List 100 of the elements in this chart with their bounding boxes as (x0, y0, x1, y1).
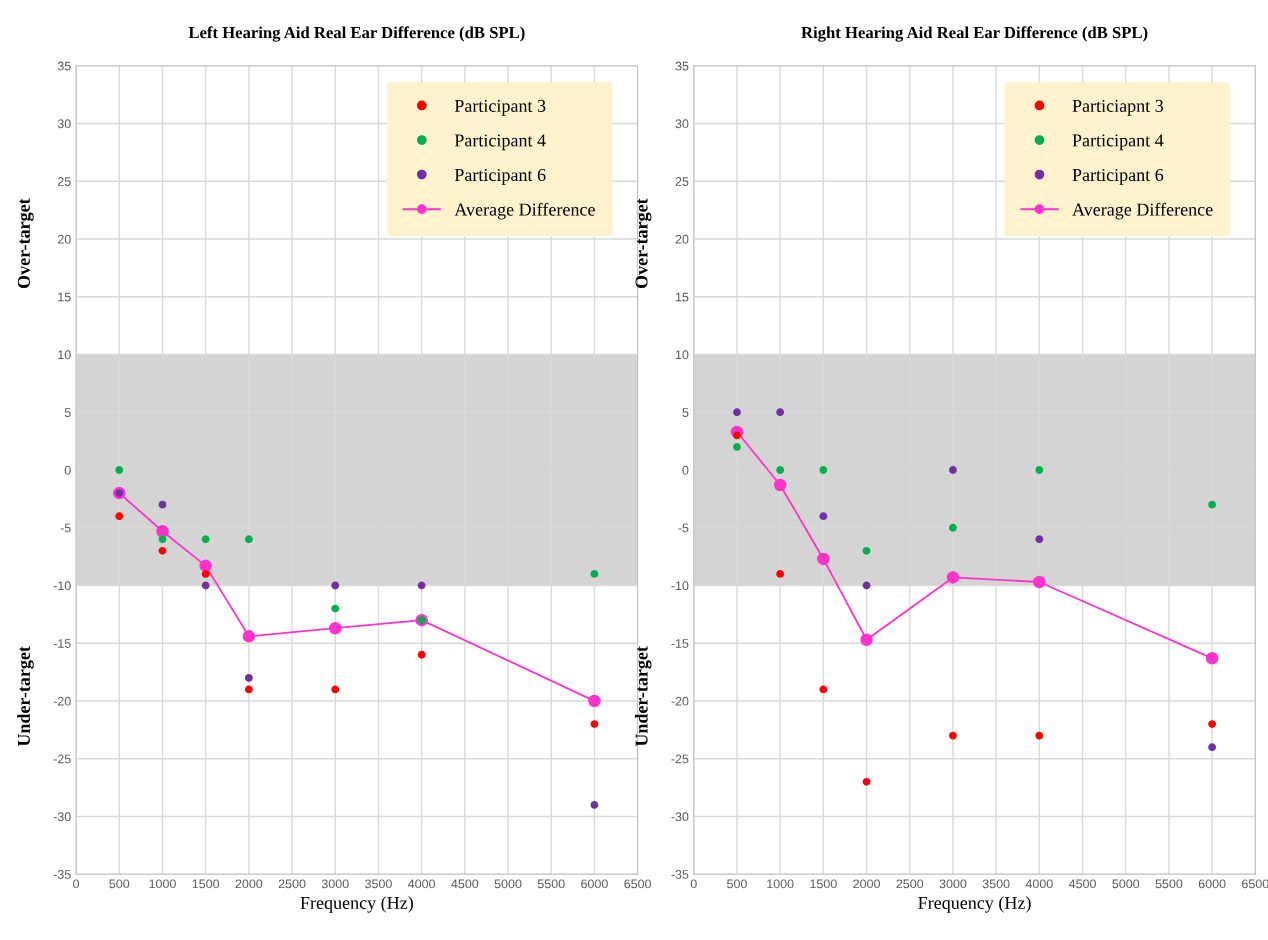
x-tick-label: 500 (727, 879, 747, 889)
annotation: Over-target (635, 198, 652, 289)
y-tick-label: 10 (675, 350, 689, 360)
y-tick-label: 35 (675, 61, 689, 71)
x-tick-label: 4500 (451, 879, 479, 889)
point (329, 621, 342, 635)
x-tick-label: 3500 (982, 879, 1010, 889)
x-tick-label: 6000 (581, 879, 608, 889)
point (201, 535, 210, 544)
point (590, 570, 599, 578)
point (776, 466, 785, 474)
point (1205, 651, 1219, 665)
point (331, 604, 340, 613)
x-tick-label: 3500 (365, 879, 392, 889)
y-tick-label: 20 (675, 234, 689, 244)
point (115, 466, 124, 474)
x-tick-label: 5000 (494, 879, 522, 889)
y-tick-label: -30 (671, 812, 689, 822)
point (1033, 575, 1046, 589)
x-tick-label: 5000 (1112, 879, 1140, 889)
y-tick-label: -25 (53, 754, 71, 764)
legend-label: Participant 3 (454, 99, 546, 116)
x-axis-title: Frequency (Hz) (300, 896, 413, 913)
point (817, 552, 830, 566)
y-tick-label: 30 (57, 119, 71, 129)
point (862, 581, 871, 590)
x-tick-label: 1000 (149, 879, 176, 889)
point (158, 546, 167, 555)
x-tick-label: 5500 (1155, 879, 1183, 889)
y-tick-label: -35 (53, 870, 71, 879)
point (242, 630, 256, 643)
point (776, 408, 785, 417)
point (1208, 743, 1217, 752)
legend-label: Participant 4 (454, 134, 546, 151)
x-tick-label: 0 (690, 879, 697, 889)
point (244, 535, 253, 544)
x-tick-label: 3000 (939, 879, 967, 889)
x-tick-label: 6000 (1198, 879, 1226, 889)
x-axis-title: Frequency (Hz) (918, 896, 1031, 913)
chart-title: Left Hearing Aid Real Ear Difference (dB SPL) (188, 26, 525, 42)
y-tick-label: 25 (57, 177, 71, 186)
y-tick-label: -15 (671, 639, 689, 648)
x-tick-label: 500 (109, 879, 130, 889)
y-tick-label: -20 (53, 696, 71, 706)
point (158, 500, 167, 509)
y-tick-label: -5 (60, 523, 71, 533)
x-tick-label: 4000 (1025, 879, 1053, 889)
y-tick-label: -15 (53, 639, 71, 648)
point (201, 570, 210, 578)
point (862, 777, 871, 786)
y-tick-label: 5 (64, 408, 71, 417)
point (417, 650, 426, 659)
y-tick-label: -10 (53, 581, 71, 591)
point (115, 512, 124, 521)
point (590, 720, 599, 728)
point (819, 466, 828, 474)
x-tick-label: 1500 (810, 879, 837, 889)
y-tick-label: -35 (671, 870, 689, 879)
point (776, 570, 785, 578)
x-tick-label: 6500 (1242, 879, 1268, 889)
chart-title: Right Hearing Aid Real Ear Difference (dB SPL) (801, 26, 1148, 42)
legend-label: Average Difference (454, 202, 595, 220)
x-tick-label: 4500 (1068, 879, 1096, 889)
legend-label: Participant 4 (1072, 134, 1164, 151)
y-tick-label: -25 (671, 754, 689, 764)
point (733, 442, 741, 451)
y-tick-label: 10 (58, 350, 71, 360)
point (819, 512, 828, 521)
x-tick-label: 6500 (624, 879, 652, 889)
legend-label: Average Difference (1072, 202, 1213, 220)
text: Under-target (17, 646, 34, 747)
point (331, 581, 340, 590)
point (862, 546, 871, 555)
legend-label: Participant 6 (454, 168, 546, 185)
annotation: Under-target (634, 646, 652, 747)
x-tick-label: 2500 (278, 879, 306, 889)
point (156, 524, 169, 538)
point (331, 685, 340, 694)
y-tick-label: 35 (57, 61, 71, 71)
point (949, 731, 957, 740)
point (590, 800, 599, 809)
y-tick-label: 20 (57, 234, 71, 244)
y-tick-label: 25 (675, 177, 689, 186)
x-tick-label: 2500 (896, 879, 924, 889)
x-tick-label: 3000 (321, 879, 349, 889)
point (1035, 731, 1044, 740)
point (946, 571, 960, 584)
x-tick-label: 1000 (767, 879, 794, 889)
point (949, 523, 957, 532)
y-tick-label: 0 (64, 465, 71, 475)
y-tick-label: 15 (675, 292, 689, 302)
y-tick-label: 15 (58, 292, 71, 302)
point (588, 694, 601, 708)
y-tick-label: 0 (682, 465, 689, 475)
point (773, 478, 787, 492)
point (949, 466, 957, 474)
point (244, 673, 253, 682)
y-tick-label: 30 (675, 119, 689, 129)
point (1035, 466, 1044, 474)
point (1208, 500, 1217, 509)
